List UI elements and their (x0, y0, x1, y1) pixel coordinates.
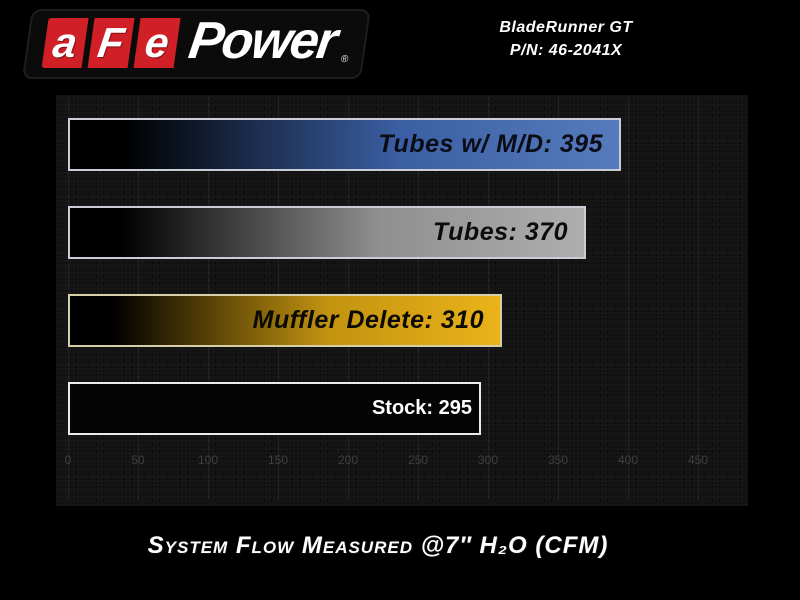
bar-label: Tubes: 370 (432, 218, 568, 246)
afe-logo-letter-a: a (41, 18, 89, 68)
plot-area: 0 50 100 150 200 250 300 350 400 450 Tubes w/ M/D:… (56, 95, 748, 506)
afe-power-logo: a F e Power ® (22, 9, 372, 79)
bar-label: Tubes w/ M/D: 395 (378, 130, 603, 158)
bar-label: Muffler Delete: 310 (252, 306, 484, 334)
product-name: BladeRunner GT (499, 19, 633, 36)
bar-label: Stock: 295 (371, 397, 472, 419)
afe-logo-letter-e: e (133, 18, 181, 68)
afe-logo-box: a F e Power ® (22, 9, 372, 79)
x-tick-label: 350 (547, 453, 569, 467)
bar-stock: Stock: 295 (68, 382, 481, 435)
gridline (558, 97, 559, 500)
x-tick-label: 250 (407, 453, 429, 467)
gridline (628, 97, 629, 500)
x-tick-label: 400 (617, 453, 639, 467)
registered-trademark-icon: ® (340, 54, 349, 65)
bar-muffler-delete: Muffler Delete: 310 (68, 294, 502, 347)
x-tick-label: 300 (477, 453, 499, 467)
x-tick-label: 200 (337, 453, 359, 467)
product-header: BladeRunner GT P/N: 46-2041X (466, 16, 666, 62)
bar-tubes: Tubes: 370 (68, 206, 586, 259)
afe-logo-power-word: Power (185, 12, 340, 70)
x-axis-caption: System Flow Measured @7″ H₂O (CFM) (147, 532, 609, 559)
x-tick-label: 0 (64, 453, 72, 467)
x-tick-label: 450 (687, 453, 709, 467)
part-number: P/N: 46-2041X (509, 42, 623, 60)
x-tick-label: 100 (197, 453, 219, 467)
afe-logo-letter-f: F (87, 18, 135, 68)
x-tick-label: 50 (131, 453, 145, 467)
x-tick-label: 150 (267, 453, 289, 467)
bar-tubes-w-md: Tubes w/ M/D: 395 (68, 118, 621, 171)
gridline (698, 97, 699, 500)
